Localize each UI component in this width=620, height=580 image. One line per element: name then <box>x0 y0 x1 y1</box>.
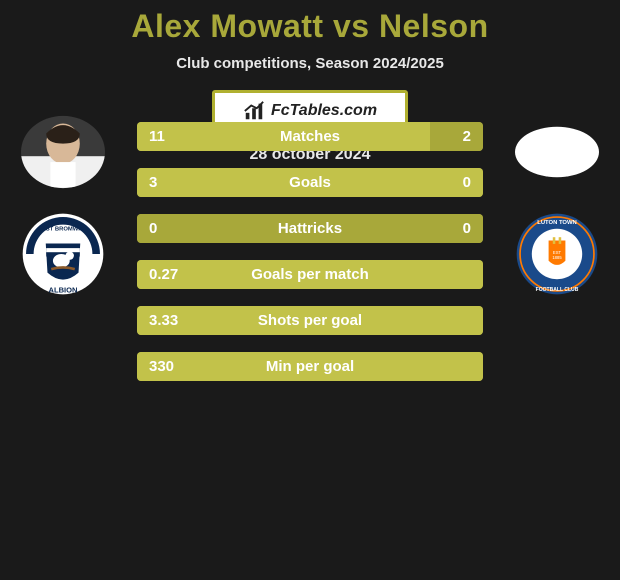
svg-text:FOOTBALL CLUB: FOOTBALL CLUB <box>536 287 579 293</box>
stat-value-right: 2 <box>463 128 471 145</box>
player2-column: LUTON TOWN FOOTBALL CLUB EST 1885 <box>502 110 612 296</box>
page-title: Alex Mowatt vs Nelson <box>0 0 620 45</box>
stat-bar-left <box>137 168 483 197</box>
stat-value-right: 0 <box>463 174 471 191</box>
player1-column: EST BROMWIC ALBION <box>8 110 118 296</box>
stat-value-left: 3.33 <box>149 312 178 329</box>
player1-photo <box>14 110 112 194</box>
stat-value-left: 11 <box>149 128 165 145</box>
stat-bar-left <box>137 352 483 381</box>
stat-row: 3.33Shots per goal <box>137 306 483 335</box>
chart-icon <box>243 100 265 122</box>
stat-row: 330Min per goal <box>137 352 483 381</box>
player2-photo <box>508 110 606 194</box>
stat-bar-left <box>137 260 483 289</box>
subtitle: Club competitions, Season 2024/2025 <box>0 55 620 72</box>
stat-bar-left <box>137 306 483 335</box>
stat-row: 112Matches <box>137 122 483 151</box>
stat-bar-right <box>430 122 483 151</box>
player1-club-badge: EST BROMWIC ALBION <box>15 212 111 296</box>
stat-row: 00Hattricks <box>137 214 483 243</box>
svg-text:ALBION: ALBION <box>49 286 78 295</box>
title-player2: Nelson <box>379 8 489 44</box>
title-vs: vs <box>324 8 379 44</box>
stat-row: 0.27Goals per match <box>137 260 483 289</box>
svg-text:EST BROMWIC: EST BROMWIC <box>42 226 85 232</box>
stats-bars: 112Matches30Goals00Hattricks0.27Goals pe… <box>137 122 483 381</box>
stat-value-left: 0 <box>149 220 157 237</box>
stat-bar-right <box>310 214 483 243</box>
stat-bar-left <box>137 214 310 243</box>
footer-brand-text: FcTables.com <box>271 102 377 120</box>
svg-text:LUTON TOWN: LUTON TOWN <box>537 220 577 226</box>
stat-row: 30Goals <box>137 168 483 197</box>
stat-value-right: 0 <box>463 220 471 237</box>
stat-value-left: 3 <box>149 174 157 191</box>
title-player1: Alex Mowatt <box>131 8 323 44</box>
svg-text:1885: 1885 <box>552 255 562 260</box>
stat-value-left: 330 <box>149 358 174 375</box>
stat-bar-left <box>137 122 430 151</box>
stat-value-left: 0.27 <box>149 266 178 283</box>
player2-club-badge: LUTON TOWN FOOTBALL CLUB EST 1885 <box>509 212 605 296</box>
